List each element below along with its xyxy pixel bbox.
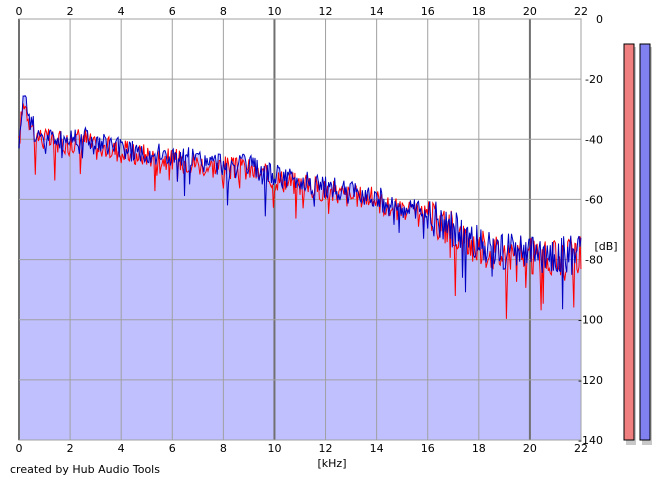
x-unit-label: [kHz] xyxy=(318,457,347,470)
x-tick-label-top: 6 xyxy=(169,5,176,18)
x-tick-label-top: 12 xyxy=(319,5,333,18)
y-tick-label: -60 xyxy=(585,193,603,206)
x-tick-label-top: 18 xyxy=(472,5,486,18)
series-line-1 xyxy=(18,95,582,310)
y-tick-label: -120 xyxy=(578,374,603,387)
x-tick-label-top: 8 xyxy=(220,5,227,18)
x-tick-label-top: 22 xyxy=(574,5,588,18)
x-tick-label-top: 2 xyxy=(67,5,74,18)
x-tick-label-top: 20 xyxy=(523,5,537,18)
x-tick-label-bottom: 14 xyxy=(370,442,384,455)
y-tick-label: -80 xyxy=(585,254,603,267)
series-line-0 xyxy=(18,103,582,319)
x-tick-label-top: 16 xyxy=(421,5,435,18)
x-tick-label-top: 0 xyxy=(16,5,23,18)
level-meter-right xyxy=(639,43,651,441)
y-tick-label: 0 xyxy=(596,13,603,26)
y-unit-label: [dB] xyxy=(594,240,617,253)
x-tick-label-bottom: 18 xyxy=(472,442,486,455)
x-tick-label-bottom: 12 xyxy=(319,442,333,455)
x-tick-label-bottom: 4 xyxy=(118,442,125,455)
y-tick-label: -20 xyxy=(585,73,603,86)
spectrum-fill xyxy=(19,95,581,440)
x-tick-label-bottom: 0 xyxy=(16,442,23,455)
x-tick-label-bottom: 8 xyxy=(220,442,227,455)
x-tick-label-bottom: 16 xyxy=(421,442,435,455)
x-tick-label-bottom: 22 xyxy=(574,442,588,455)
y-tick-label: -40 xyxy=(585,133,603,146)
x-tick-label-bottom: 2 xyxy=(67,442,74,455)
y-tick-label: -140 xyxy=(578,434,603,447)
x-tick-label-top: 14 xyxy=(370,5,384,18)
x-tick-label-bottom: 10 xyxy=(267,442,281,455)
x-tick-label-bottom: 6 xyxy=(169,442,176,455)
x-tick-label-top: 4 xyxy=(118,5,125,18)
y-tick-label: -100 xyxy=(578,314,603,327)
credit-text: created by Hub Audio Tools xyxy=(10,463,160,476)
x-tick-label-top: 10 xyxy=(267,5,281,18)
x-tick-label-bottom: 20 xyxy=(523,442,537,455)
level-meter-left xyxy=(623,43,635,441)
